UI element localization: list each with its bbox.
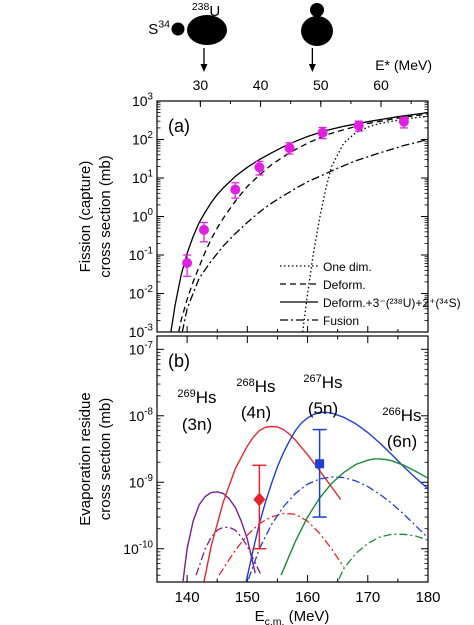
- data-point: [198, 224, 209, 235]
- panel-a-ylabel-line2: cross section (mb): [97, 155, 114, 278]
- channel-decay-label: (4n): [241, 403, 271, 422]
- top-axis-tick-label: 30: [193, 77, 209, 93]
- top-axis-tick-label: 40: [253, 77, 269, 93]
- series-line-dashed: [178, 113, 428, 332]
- panel-b-ylabel-line1: Evaporation residue: [77, 392, 94, 525]
- series-line-dashdot: [181, 138, 428, 332]
- y-tick-label: 10-7: [129, 340, 153, 357]
- panel-a-fission-capture: 30 40 50 60 E* (MeV) 10-3 10-2 10-1 100 101 102 103…: [77, 57, 461, 340]
- data-point-diamond: [253, 492, 266, 507]
- curve-269Hs-er: [182, 491, 256, 582]
- arrow-head: [200, 64, 208, 72]
- curve-267Hs-er: [245, 411, 428, 582]
- x-tick-label: 180: [415, 589, 440, 606]
- curve-266Hs-er-fusion: [338, 533, 428, 580]
- x-tick-label: 150: [235, 589, 260, 606]
- legend-label: Deform.: [323, 278, 366, 292]
- curve-268Hs-er-fusion: [218, 512, 345, 576]
- channel-label-268Hs: 268Hs: [236, 377, 275, 396]
- target-238u-nucleus: [187, 15, 227, 45]
- panel-a-curves: [170, 111, 428, 332]
- x-tick-label: 170: [355, 589, 380, 606]
- panel-b-xlabel: Ec.m. (MeV): [255, 608, 330, 625]
- y-tick-label: 102: [132, 130, 153, 147]
- legend-label: Fusion: [323, 314, 359, 328]
- arrow-head: [308, 64, 316, 72]
- panel-a-label: (a): [168, 116, 190, 136]
- curve-269Hs-er-fusion: [195, 526, 262, 576]
- panel-a-ylabel-line1: Fission (capture): [77, 161, 94, 273]
- legend-label: One dim.: [323, 260, 372, 274]
- y-tick-label: 10-8: [129, 406, 154, 423]
- panel-b-ylabel-line2: cross section (mb): [97, 398, 114, 521]
- y-tick-label: 10-10: [123, 539, 153, 556]
- nuclei-schematic: S34 238U: [148, 1, 333, 72]
- panel-b-frame: [156, 335, 429, 583]
- series-line-dotted: [302, 115, 428, 332]
- label-238u: 238U: [192, 1, 220, 20]
- target-238u-tip-nucleus: [301, 16, 333, 46]
- data-point: [317, 127, 328, 138]
- channel-decay-label: (3n): [182, 415, 212, 434]
- curve-266Hs-er: [280, 458, 428, 576]
- x-tick-label: 140: [175, 589, 200, 606]
- top-axis-tick-label: 50: [313, 77, 329, 93]
- panel-b-evaporation-residue: 140 150 160 170 180 Ec.m. (MeV) 10-10 10-9 10-8 1…: [77, 335, 441, 625]
- data-point: [398, 116, 409, 127]
- data-point: [254, 162, 265, 173]
- y-tick-label: 103: [132, 92, 154, 109]
- data-point: [353, 120, 364, 131]
- x-tick-label: 160: [295, 589, 320, 606]
- channel-label-269Hs: 269Hs: [177, 388, 216, 407]
- y-tick-label: 10-1: [129, 246, 153, 263]
- channel-decay-label: (5n): [308, 399, 338, 418]
- channel-label-267Hs: 267Hs: [303, 373, 342, 392]
- y-tick-label: 100: [132, 207, 154, 224]
- data-point: [230, 184, 241, 195]
- y-tick-label: 10-9: [129, 473, 153, 490]
- curve-268Hs-er: [203, 425, 342, 582]
- channel-decay-label: (6n): [387, 432, 417, 451]
- data-point: [182, 257, 193, 268]
- top-axis-label: E* (MeV): [375, 57, 432, 73]
- y-tick-label: 101: [132, 169, 153, 186]
- legend-label: Deform.+3⁻(²³⁸U)+2⁺(³⁴S): [323, 296, 461, 310]
- series-line-solid: [170, 111, 428, 332]
- projectile-34s-tip-nucleus: [310, 3, 324, 17]
- curve-267Hs-er-fusion: [247, 476, 428, 580]
- panel-b-curves: [182, 411, 428, 582]
- top-axis-tick-label: 60: [373, 77, 389, 93]
- channel-label-266Hs: 266Hs: [382, 406, 421, 425]
- panel-b-label: (b): [168, 351, 190, 371]
- projectile-34s-nucleus: [171, 22, 185, 36]
- label-34s: S34: [148, 18, 170, 38]
- data-point-square: [315, 459, 325, 469]
- data-point: [284, 143, 295, 154]
- y-tick-label: 10-3: [129, 323, 154, 340]
- y-tick-label: 10-2: [129, 284, 153, 301]
